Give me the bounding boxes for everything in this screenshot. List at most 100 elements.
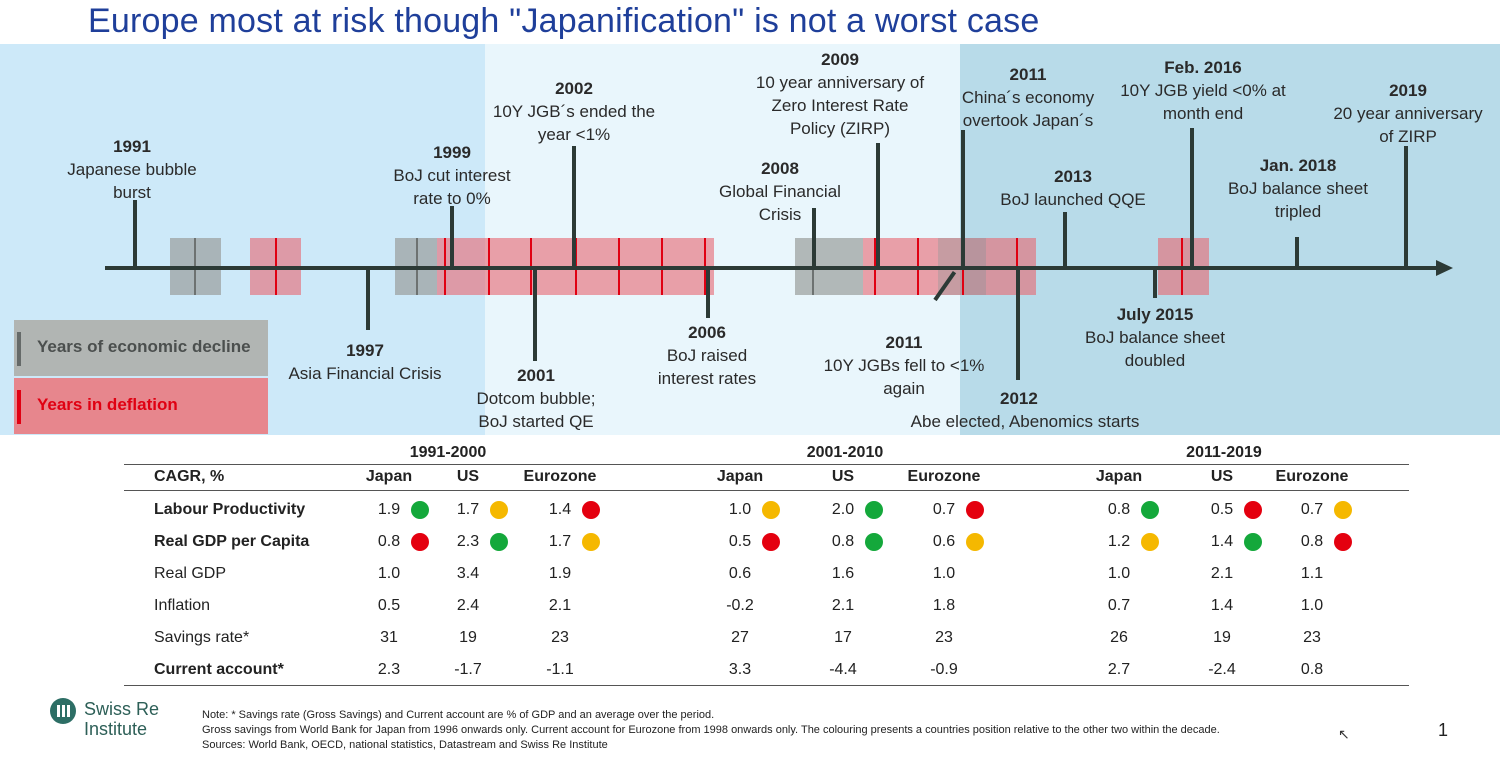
period-header: 2011-2019: [1186, 444, 1262, 461]
legend-red-marker: [17, 390, 21, 424]
event-jan-2018: Jan. 2018 BoJ balance sheet tripled: [1228, 156, 1368, 221]
table-cell: -2.4: [1208, 661, 1236, 678]
table-cell: 2.3: [377, 661, 401, 678]
rating-dot-yellow: [1141, 533, 1159, 551]
row-label: Savings rate*: [154, 629, 250, 646]
table-cell: 3.3: [728, 661, 752, 678]
table-cell: 17: [834, 629, 852, 646]
rating-dot-red: [411, 533, 429, 551]
mouse-cursor-icon: ↖: [1338, 726, 1350, 742]
table-cell: 1.8: [932, 597, 956, 614]
country-header: Eurozone: [1275, 468, 1349, 485]
rating-dot-red: [1334, 533, 1352, 551]
table-cell: 19: [459, 629, 477, 646]
table-cell: -4.4: [829, 661, 857, 678]
country-header: US: [831, 468, 855, 485]
rating-dot-yellow: [762, 501, 780, 519]
event-tick: [1016, 268, 1020, 380]
table-cell: 27: [731, 629, 749, 646]
footnote: Note: * Savings rate (Gross Savings) and…: [202, 708, 1220, 753]
row-label: Real GDP: [154, 565, 227, 582]
logo-text-2: Institute: [84, 719, 148, 739]
rating-dot-red: [582, 501, 600, 519]
rating-dot-green: [490, 533, 508, 551]
table-cell: 1.6: [831, 565, 855, 582]
rating-dot-green: [1244, 533, 1262, 551]
event-2011-jgb: 2011 10Y JGBs fell to <1% again: [823, 333, 985, 398]
table-cell: 1.9: [377, 501, 401, 518]
rating-dot-red: [762, 533, 780, 551]
table-cell: 0.7: [1300, 501, 1324, 518]
table-cell: 1.1: [1300, 565, 1324, 582]
event-2013: 2013 BoJ launched QQE: [1000, 167, 1146, 209]
legend-gray-marker: [17, 332, 21, 366]
rating-dot-green: [865, 533, 883, 551]
table-cell: 2.4: [456, 597, 480, 614]
table-cell: 1.7: [548, 533, 572, 550]
table-cell: 2.1: [548, 597, 572, 614]
legend-decline-label: Years of economic decline: [37, 337, 251, 356]
table-cell: 0.6: [728, 565, 752, 582]
table-cell: 0.8: [1300, 533, 1324, 550]
table-cell: 31: [380, 629, 398, 646]
country-header: Eurozone: [523, 468, 597, 485]
table-cell: 2.1: [831, 597, 855, 614]
swiss-re-icon: [50, 698, 76, 724]
period-header: 1991-2000: [409, 444, 487, 461]
event-1991: 1991 Japanese bubble burst: [67, 137, 197, 202]
period-header: 2001-2010: [806, 444, 884, 461]
table-cell: 1.0: [1300, 597, 1324, 614]
rating-dot-yellow: [1334, 501, 1352, 519]
event-tick: [876, 143, 880, 268]
table-cell: 2.1: [1210, 565, 1234, 582]
country-header: Eurozone: [907, 468, 981, 485]
page-title: Europe most at risk though "Japanificati…: [88, 2, 1040, 40]
event-tick: [1153, 268, 1157, 298]
table-cell: 19: [1213, 629, 1231, 646]
table-cell: -0.2: [726, 597, 754, 614]
table-cell: 0.8: [377, 533, 401, 550]
footnote-sources: Sources: World Bank, OECD, national stat…: [202, 739, 608, 751]
table-cell: -1.1: [546, 661, 574, 678]
event-2006: 2006 BoJ raised interest rates: [657, 323, 757, 388]
table-cell: 3.4: [456, 565, 480, 582]
table-cell: 0.6: [932, 533, 956, 550]
legend-economic-decline: Years of economic decline: [14, 320, 268, 376]
table-cell: -0.9: [930, 661, 958, 678]
rating-dot-yellow: [490, 501, 508, 519]
event-1999: 1999 BoJ cut interest rate to 0%: [393, 143, 511, 208]
table-cell: 1.0: [932, 565, 956, 582]
table-cell: 0.5: [728, 533, 752, 550]
country-header: Japan: [1095, 468, 1143, 485]
event-tick: [1295, 237, 1299, 268]
table-cell: 1.4: [1210, 597, 1234, 614]
table-cell: 1.0: [1107, 565, 1131, 582]
country-header: Japan: [365, 468, 413, 485]
event-tick: [450, 206, 454, 268]
row-label: Labour Productivity: [154, 501, 306, 518]
event-tick: [572, 146, 576, 268]
table-cell: 1.4: [548, 501, 572, 518]
logo-text-1: Swiss Re: [84, 699, 160, 719]
event-tick: [1404, 146, 1408, 268]
footnote-line-1: Note: * Savings rate (Gross Savings) and…: [202, 709, 715, 721]
country-header: US: [456, 468, 480, 485]
event-2001: 2001 Dotcom bubble; BoJ started QE: [476, 366, 596, 431]
event-2012: 2012 Abe elected, Abenomics starts: [910, 389, 1140, 431]
country-header: Japan: [716, 468, 764, 485]
rating-dot-yellow: [966, 533, 984, 551]
table-cell: 1.4: [1210, 533, 1234, 550]
event-tick: [1063, 212, 1067, 268]
event-july-2015: July 2015 BoJ balance sheet doubled: [1085, 305, 1225, 370]
table-cell: 1.7: [456, 501, 480, 518]
row-label: Real GDP per Capita: [154, 533, 310, 550]
event-tick: [366, 268, 370, 330]
country-header: US: [1210, 468, 1234, 485]
event-tick: [133, 200, 137, 268]
table-cell: 23: [935, 629, 953, 646]
table-cell: 1.0: [728, 501, 752, 518]
table-rule-bottom: [124, 685, 1409, 686]
event-tick: [706, 268, 710, 318]
event-2009: 2009 10 year anniversary of Zero Interest …: [755, 50, 925, 138]
table-cell: 26: [1110, 629, 1128, 646]
